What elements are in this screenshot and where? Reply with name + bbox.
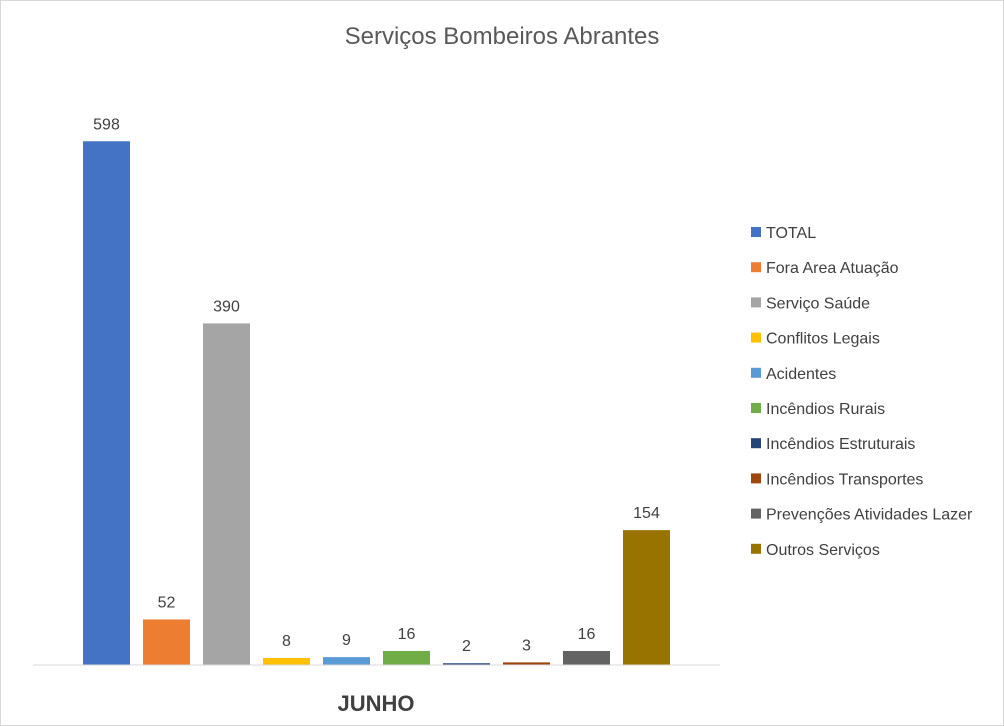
data-label-9: 154 — [633, 505, 660, 522]
legend-swatch-6 — [751, 438, 761, 449]
legend-label-5: Incêndios Rurais — [766, 401, 885, 418]
data-label-0: 598 — [93, 116, 120, 133]
legend-swatch-4 — [751, 367, 761, 378]
bars-group — [83, 141, 670, 665]
chart-title: Serviços Bombeiros Abrantes — [345, 23, 660, 50]
bar-3 — [263, 657, 310, 665]
data-label-6: 2 — [462, 638, 471, 655]
x-category-label: JUNHO — [337, 691, 414, 716]
legend-swatch-9 — [751, 543, 761, 554]
data-label-5: 16 — [398, 626, 416, 643]
legend-swatch-5 — [751, 403, 761, 413]
bar-6 — [443, 663, 490, 665]
bar-0 — [83, 141, 130, 665]
legend-label-7: Incêndios Transportes — [766, 471, 923, 488]
legend-label-2: Serviço Saúde — [766, 295, 870, 312]
data-label-3: 8 — [282, 633, 291, 650]
legend-label-6: Incêndios Estruturais — [766, 436, 915, 453]
legend-label-0: TOTAL — [766, 225, 816, 242]
bar-1 — [143, 619, 190, 665]
bar-2 — [203, 323, 250, 665]
legend-label-4: Acidentes — [766, 366, 836, 383]
legend-swatch-0 — [751, 227, 761, 237]
bar-7 — [503, 662, 550, 665]
data-label-1: 52 — [158, 594, 176, 611]
legend-label-8: Prevenções Atividades Lazer — [766, 507, 973, 524]
legend-swatch-3 — [751, 332, 761, 343]
bar-9 — [623, 530, 670, 665]
legend-label-1: Fora Area Atuação — [766, 260, 899, 277]
legend-label-3: Conflitos Legais — [766, 331, 880, 348]
bar-4 — [323, 657, 370, 665]
legend: TOTAL Fora Area Atuação Serviço Saúde Confl… — [751, 225, 973, 559]
data-label-7: 3 — [522, 637, 531, 654]
data-label-8: 16 — [578, 626, 596, 643]
bar-5 — [383, 650, 430, 665]
bar-8 — [563, 650, 610, 665]
legend-swatch-7 — [751, 473, 761, 484]
data-label-2: 390 — [213, 298, 240, 315]
data-label-4: 9 — [342, 632, 351, 649]
legend-swatch-1 — [751, 262, 761, 273]
legend-swatch-8 — [751, 508, 761, 519]
legend-label-9: Outros Serviços — [766, 542, 880, 559]
legend-swatch-2 — [751, 297, 761, 308]
